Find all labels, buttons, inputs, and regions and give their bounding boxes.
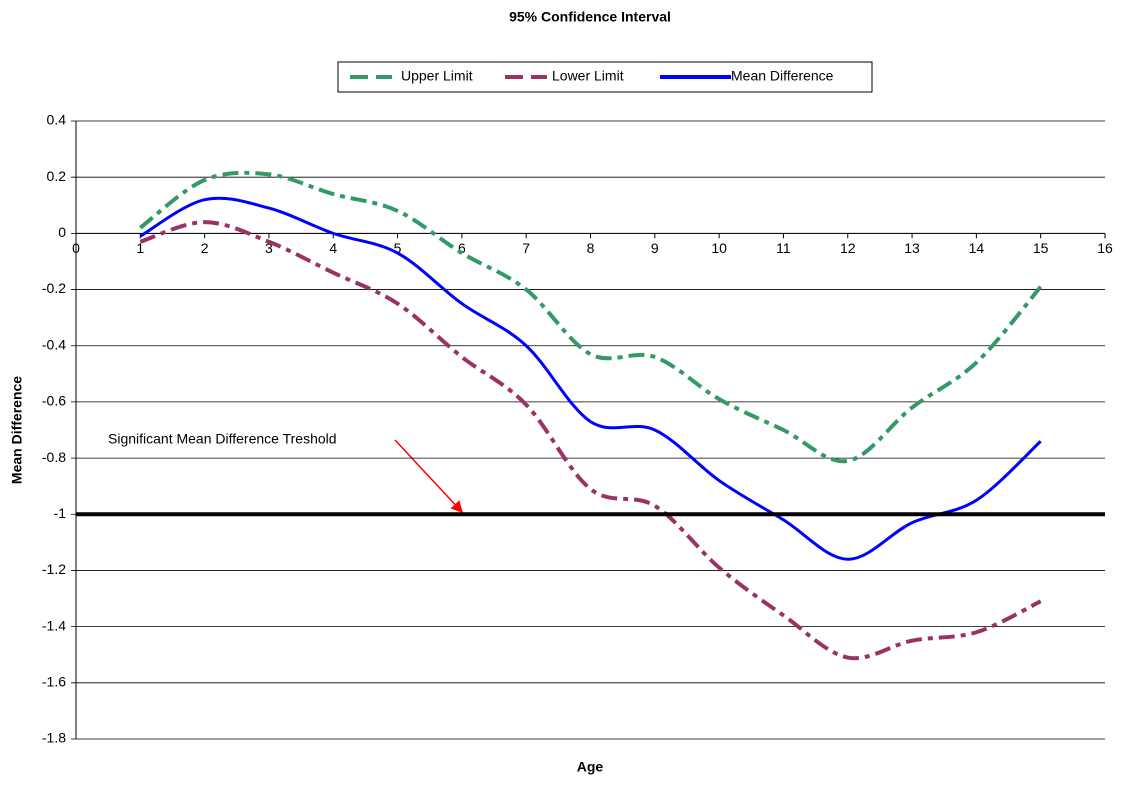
y-tick-label: -0.2 <box>42 280 66 296</box>
annotation-arrow <box>394 439 464 514</box>
x-tick-label: 2 <box>201 240 209 256</box>
y-tick-label: -1.6 <box>42 674 66 690</box>
x-tick-label: 3 <box>265 240 273 256</box>
x-tick-label: 15 <box>1033 240 1049 256</box>
x-tick-label: 14 <box>969 240 985 256</box>
y-tick-label: -0.6 <box>42 393 66 409</box>
data-line <box>139 196 1042 561</box>
y-tick-label: -1.2 <box>42 561 66 577</box>
x-tick-label: 11 <box>776 240 791 256</box>
annotation: Significant Mean Difference Treshold <box>108 431 337 447</box>
x-tick-label: 13 <box>904 240 920 256</box>
x-axis-title: Age <box>577 759 604 775</box>
legend-label: Lower Limit <box>552 68 624 84</box>
chart-title: 95% Confidence Interval <box>509 9 671 25</box>
x-tick-label: 6 <box>458 240 466 256</box>
legend-label: Upper Limit <box>401 68 473 84</box>
y-tick-label: -0.4 <box>42 336 66 352</box>
y-tick-label: -1.8 <box>42 730 66 746</box>
x-tick-label: 4 <box>329 240 337 256</box>
x-tick-label: 7 <box>522 240 530 256</box>
y-tick-label: 0.2 <box>47 168 67 184</box>
y-tick-label: -0.8 <box>42 449 66 465</box>
y-tick-label: -1.4 <box>42 617 66 633</box>
x-tick-label: 8 <box>587 240 595 256</box>
legend-label: Mean Difference <box>731 68 834 84</box>
x-tick-label: 1 <box>136 240 144 256</box>
data-line <box>139 220 1042 661</box>
x-tick-label: 10 <box>711 240 727 256</box>
y-tick-label: -1 <box>54 505 67 521</box>
data-line <box>139 170 1043 464</box>
y-tick-label: 0 <box>58 224 66 240</box>
x-tick-label: 9 <box>651 240 659 256</box>
x-tick-label: 5 <box>394 240 402 256</box>
x-tick-label: 0 <box>72 240 80 256</box>
legend-box <box>337 61 873 93</box>
x-tick-label: 16 <box>1097 240 1113 256</box>
y-tick-label: 0.4 <box>47 112 67 128</box>
x-tick-label: 12 <box>840 240 856 256</box>
y-axis-title: Mean Difference <box>9 376 25 484</box>
